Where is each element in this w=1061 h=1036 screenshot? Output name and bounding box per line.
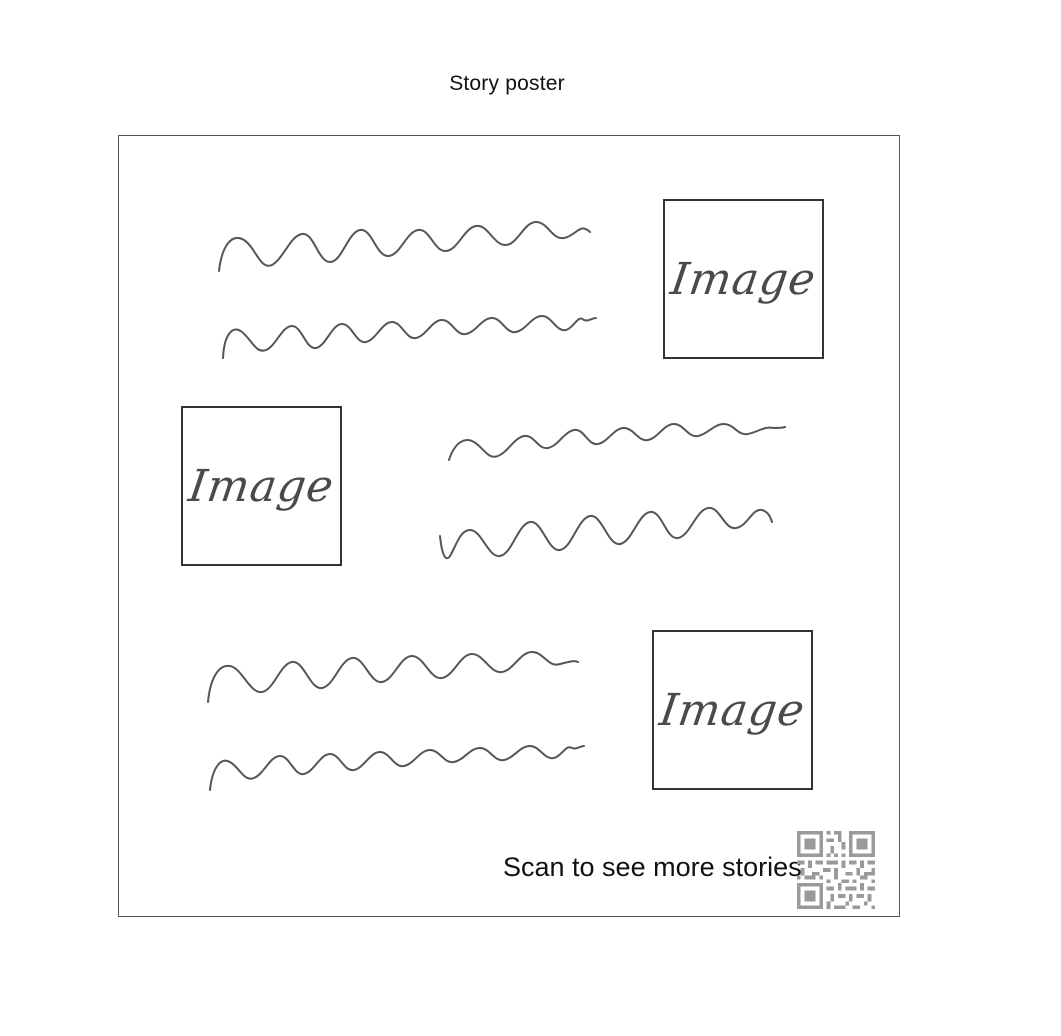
page-title: Story poster bbox=[449, 72, 565, 95]
image-label: Image bbox=[656, 684, 809, 736]
image-placeholder-middle-left: Image bbox=[181, 406, 342, 566]
poster-frame bbox=[118, 135, 900, 917]
text-line-2 bbox=[222, 315, 597, 359]
text-line-1 bbox=[218, 221, 591, 272]
image-placeholder-top-right: Image bbox=[663, 199, 824, 359]
text-line-4 bbox=[439, 506, 773, 560]
image-label: Image bbox=[667, 253, 820, 305]
qr-code-icon[interactable] bbox=[797, 831, 875, 909]
text-line-3 bbox=[448, 423, 786, 461]
text-line-6 bbox=[209, 745, 585, 791]
image-label: Image bbox=[185, 460, 338, 512]
text-line-5 bbox=[207, 651, 579, 703]
scan-prompt-text: Scan to see more stories bbox=[503, 852, 802, 882]
image-placeholder-bottom-right: Image bbox=[652, 630, 813, 790]
